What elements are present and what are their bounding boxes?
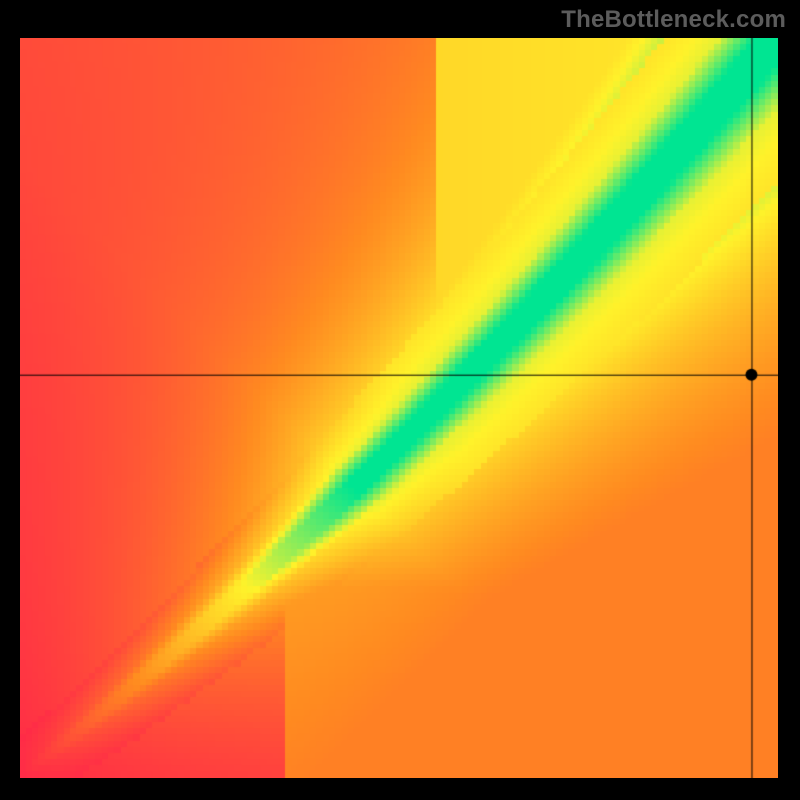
chart-container: TheBottleneck.com	[0, 0, 800, 800]
heatmap-canvas	[20, 38, 778, 778]
attribution-label: TheBottleneck.com	[561, 6, 786, 34]
plot-area	[20, 38, 778, 778]
